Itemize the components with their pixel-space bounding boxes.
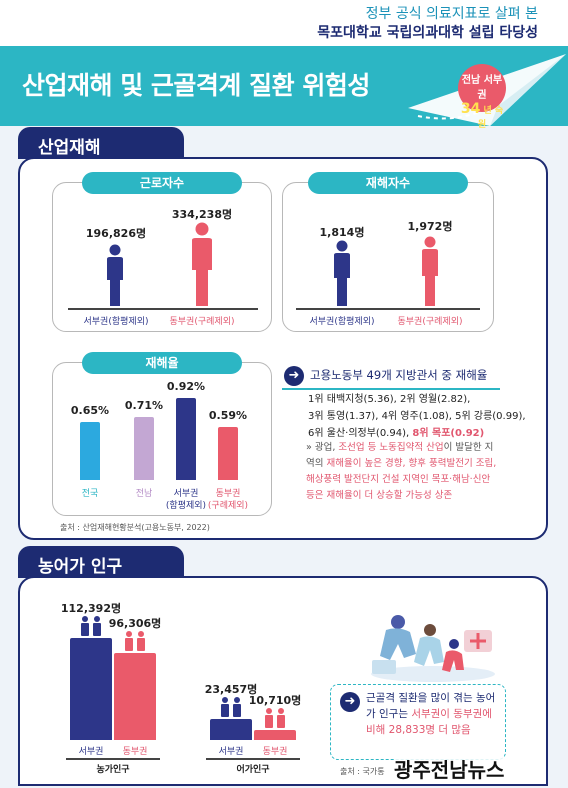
- callout-text: 근골격 질환을 많이 겪는 농어가 인구는 서부권이 동부권에 비해 28,83…: [366, 690, 502, 738]
- callout-part: 근골격 질환을 많이 겪는 농어가 인구는: [366, 692, 496, 720]
- ranking-mokpo: 8위 목포(0.92): [412, 428, 485, 439]
- ranking-note: » 광업, 조선업 등 노동집약적 산업이 발달한 지역의 재해율이 높은 경향…: [306, 440, 498, 504]
- victims-west-label: 서부권(함평제외): [309, 317, 375, 327]
- population-label: 서부권: [218, 747, 244, 757]
- people-pair-icon: [81, 616, 101, 636]
- person-west-icon: [334, 240, 350, 306]
- badge-number: 34: [460, 101, 481, 117]
- rate-label-sub: (함평제외): [165, 501, 207, 511]
- ranking-list: 1위 태백지청(5.36), 2위 영월(2.82), 3위 통영(1.37),…: [308, 391, 526, 442]
- note-highlight: 재해율이 높은 경향, 향후 풍력발전기 조립, 해상풍력 발전단지 건설 지역…: [306, 458, 497, 501]
- ranking-divider: [282, 388, 500, 390]
- rate-label: 전국: [81, 489, 99, 499]
- section-tab-farming: 농어가 인구: [18, 546, 184, 578]
- population-bar: [114, 653, 156, 740]
- rate-value: 0.71%: [124, 399, 164, 412]
- section-tab-industrial: 산업재해: [18, 127, 184, 159]
- workers-east-label: 동부권(구례제외): [169, 317, 235, 327]
- rate-title: 재해율: [82, 352, 242, 374]
- rate-label: 서부권: [173, 489, 199, 499]
- population-bar: [70, 638, 112, 740]
- arrow-right-icon: ➜: [340, 692, 360, 712]
- workers-west-value: 196,826명: [85, 227, 147, 240]
- victims-east-value: 1,972명: [407, 220, 453, 233]
- victims-baseline: [296, 308, 480, 310]
- badge-suffix: 년 숙원: [477, 106, 504, 130]
- population-value: 96,306명: [108, 617, 162, 630]
- ranking-line: 1위 태백지청(5.36), 2위 영월(2.82),: [308, 394, 471, 405]
- header-title: 목포대학교 국립의과대학 설립 타당성: [317, 25, 538, 41]
- rate-label: 전남: [135, 489, 153, 499]
- header-subtitle: 정부 공식 의료지표로 살펴 본: [365, 6, 538, 22]
- person-east-icon: [192, 222, 212, 306]
- rate-value: 0.92%: [166, 380, 206, 393]
- rate-bar: [80, 422, 100, 480]
- workers-baseline: [68, 308, 258, 310]
- victims-east-label: 동부권(구례제외): [397, 317, 463, 327]
- victims-title: 재해자수: [308, 172, 468, 194]
- victims-west-value: 1,814명: [319, 226, 365, 239]
- population-label: 동부권: [262, 747, 288, 757]
- header-top: 정부 공식 의료지표로 살펴 본 목포대학교 국립의과대학 설립 타당성: [0, 0, 568, 46]
- farming-source: 출처 : 국가통: [340, 767, 385, 776]
- note-chevron-icon: »: [306, 442, 315, 453]
- badge: 전남 서부권 34 년 숙원: [458, 64, 506, 130]
- rate-chart: 0.65% 전국 0.71% 전남 0.92% 서부권 (함평제외) 0.59% 동부권 (구례제…: [52, 380, 272, 516]
- population-label: 동부권: [122, 747, 148, 757]
- population-baseline: [206, 758, 300, 760]
- rate-label: 동부권: [215, 489, 241, 499]
- population-bar: [210, 719, 252, 740]
- rate-bar: [176, 398, 196, 480]
- rate-label-sub: (구례제외): [207, 501, 249, 511]
- ranking-line: 3위 통영(1.37), 4위 영주(1.08), 5위 강릉(0.99),: [308, 411, 526, 422]
- rate-bar: [218, 427, 238, 480]
- note-part: 광업,: [314, 442, 339, 453]
- workers-west-label: 서부권(함평제외): [83, 317, 149, 327]
- person-west-icon: [107, 244, 123, 306]
- workers-box: [52, 182, 272, 332]
- note-part: 이 발달한 지역의: [306, 442, 494, 469]
- people-pair-icon: [221, 697, 241, 717]
- note-highlight: 조선업 등 노동집약적 산업: [338, 442, 444, 453]
- people-pair-icon: [125, 631, 145, 651]
- person-east-icon: [422, 236, 438, 306]
- rate-value: 0.65%: [70, 404, 110, 417]
- victims-box: [282, 182, 494, 332]
- ranking-line3-part: 6위 울산·의정부(0.94),: [308, 428, 413, 439]
- population-group-title: 어가인구: [236, 765, 270, 775]
- callout-box: [330, 684, 506, 760]
- population-label: 서부권: [78, 747, 104, 757]
- people-pair-icon: [265, 708, 285, 728]
- arrow-right-icon: ➜: [284, 366, 304, 386]
- industrial-source: 출처 : 산업재해현황분석(고용노동부, 2022): [60, 523, 210, 532]
- rate-bar: [134, 417, 154, 480]
- badge-line2: 34 년 숙원: [458, 101, 506, 130]
- population-value: 10,710명: [248, 694, 302, 707]
- population-value: 112,392명: [60, 602, 122, 615]
- workers-title: 근로자수: [82, 172, 242, 194]
- population-value: 23,457명: [204, 683, 258, 696]
- ranking-line: 6위 울산·의정부(0.94), 8위 목포(0.92): [308, 425, 526, 442]
- ranking-heading: 고용노동부 49개 지방관서 중 재해율: [310, 368, 488, 382]
- farmers-illustration-icon: [371, 615, 495, 682]
- rate-value: 0.59%: [208, 409, 248, 422]
- workers-east-value: 334,238명: [171, 208, 233, 221]
- population-bar: [254, 730, 296, 740]
- population-baseline: [66, 758, 160, 760]
- watermark: 광주전남뉴스: [394, 754, 505, 783]
- population-group-title: 농가인구: [96, 765, 130, 775]
- badge-line1: 전남 서부권: [461, 75, 503, 101]
- callout-highlight: 서부권이 동부권에 비해 28,833명 더 많음: [366, 708, 492, 736]
- page-title: 산업재해 및 근골격계 질환 위험성: [22, 71, 370, 100]
